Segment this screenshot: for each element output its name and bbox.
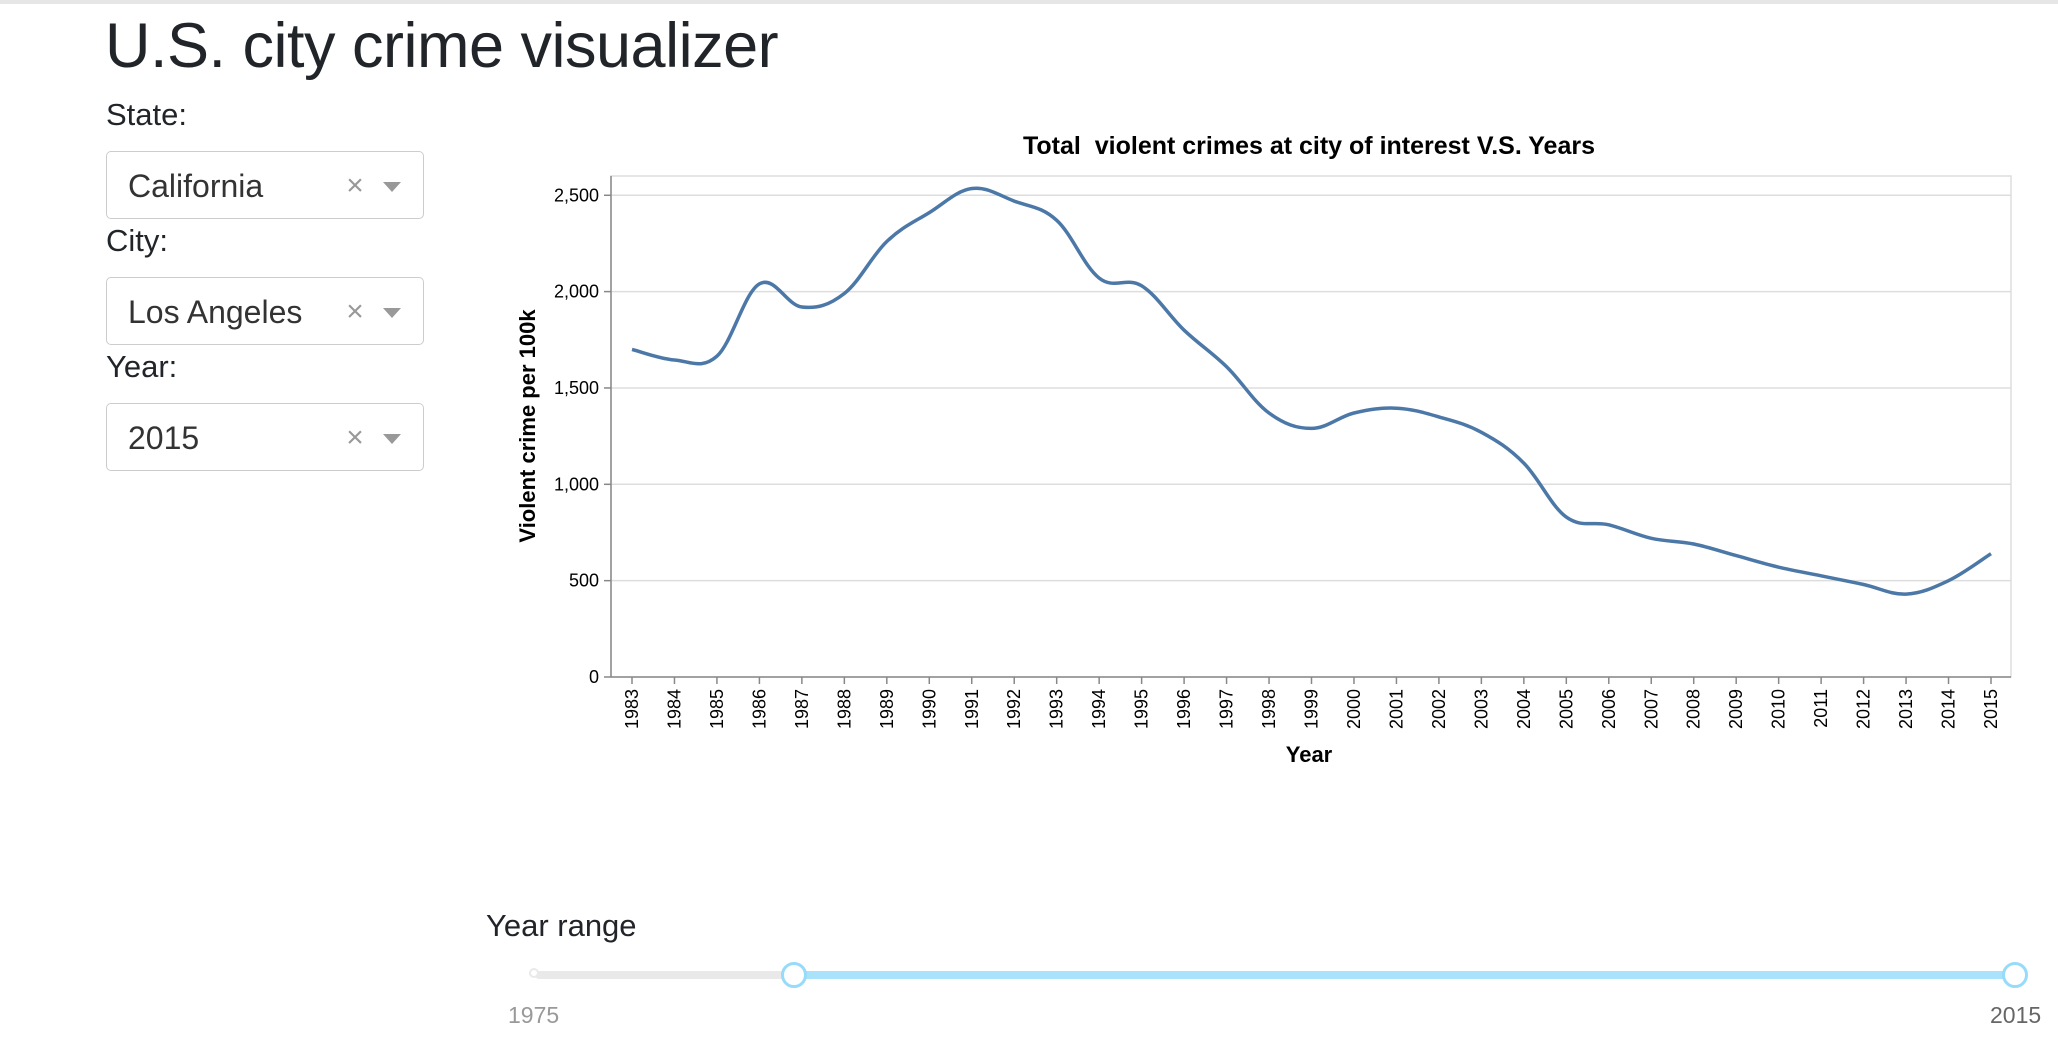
year-select-value: 2015 [128,420,200,456]
year-select[interactable]: 2015 × [106,403,424,471]
chevron-down-icon[interactable] [383,182,401,192]
chart-title: Total violent crimes at city of interest… [1023,132,1595,160]
page-title: U.S. city crime visualizer [105,11,779,81]
slider-handle-end[interactable] [2002,962,2028,988]
y-tick-label: 2,500 [554,185,599,205]
x-tick-label: 2015 [1981,689,2001,729]
y-tick-label: 0 [589,667,599,687]
plot-frame [610,175,2012,678]
x-tick-label: 2014 [1939,689,1959,729]
slider-handle-start[interactable] [781,962,807,988]
x-tick-label: 2004 [1514,689,1534,729]
year-label: Year: [106,349,178,384]
x-tick-label: 2003 [1471,689,1491,729]
y-axis-label: Violent crime per 100k [515,309,540,543]
year-range-label: Year range [486,908,637,943]
city-select[interactable]: Los Angeles × [106,277,424,345]
city-select-value: Los Angeles [128,294,303,330]
x-tick-label: 1998 [1259,689,1279,729]
series-line [631,186,1992,596]
chevron-down-icon[interactable] [383,434,401,444]
y-tick-label: 1,500 [554,378,599,398]
slider-track[interactable] [794,971,2015,979]
x-tick-label: 1990 [919,689,939,729]
x-tick-label: 2007 [1641,689,1661,729]
slider-max-label: 2015 [1990,1002,2042,1028]
x-tick-label: 1995 [1132,689,1152,729]
state-select[interactable]: California × [106,151,424,219]
y-tick-label: 2,000 [554,282,599,302]
y-tick-label: 1,000 [554,474,599,494]
x-tick-label: 2005 [1556,689,1576,729]
x-tick-label: 1986 [749,689,769,729]
x-tick-label: 2013 [1896,689,1916,729]
x-tick-label: 2008 [1684,689,1704,729]
top-border [0,0,2058,4]
x-tick-label: 2001 [1386,689,1406,729]
x-tick-label: 2011 [1811,689,1831,728]
x-tick-label: 1996 [1174,689,1194,729]
slider-min-dot [529,968,539,978]
x-tick-label: 1988 [834,689,854,729]
clear-icon[interactable]: × [346,421,364,454]
x-tick-label: 1994 [1089,689,1109,729]
y-tick-label: 500 [569,571,599,591]
x-tick-label: 2009 [1726,689,1746,729]
x-tick-label: 1987 [792,689,812,729]
city-label: City: [106,223,168,258]
x-tick-label: 1999 [1302,689,1322,729]
x-tick-label: 2010 [1769,689,1789,729]
x-tick-label: 1993 [1047,689,1067,729]
x-tick-label: 1984 [664,689,684,729]
clear-icon[interactable]: × [346,295,364,328]
state-label: State: [106,97,187,132]
x-tick-label: 1989 [877,689,897,729]
x-tick-label: 1983 [622,689,642,729]
x-axis-label: Year [1286,742,1333,767]
chevron-down-icon[interactable] [383,308,401,318]
slider-min-label: 1975 [508,1002,560,1028]
state-select-value: California [128,168,264,204]
x-tick-label: 2000 [1344,689,1364,729]
x-tick-label: 1992 [1004,689,1024,729]
x-tick-label: 1991 [962,689,982,729]
x-tick-label: 1997 [1217,689,1237,729]
x-tick-label: 2006 [1599,689,1619,729]
x-tick-label: 1985 [707,689,727,729]
crime-line-chart: Total violent crimes at city of interest… [515,132,2012,767]
x-tick-label: 2002 [1429,689,1449,729]
x-tick-label: 2012 [1854,689,1874,729]
clear-icon[interactable]: × [346,169,364,202]
